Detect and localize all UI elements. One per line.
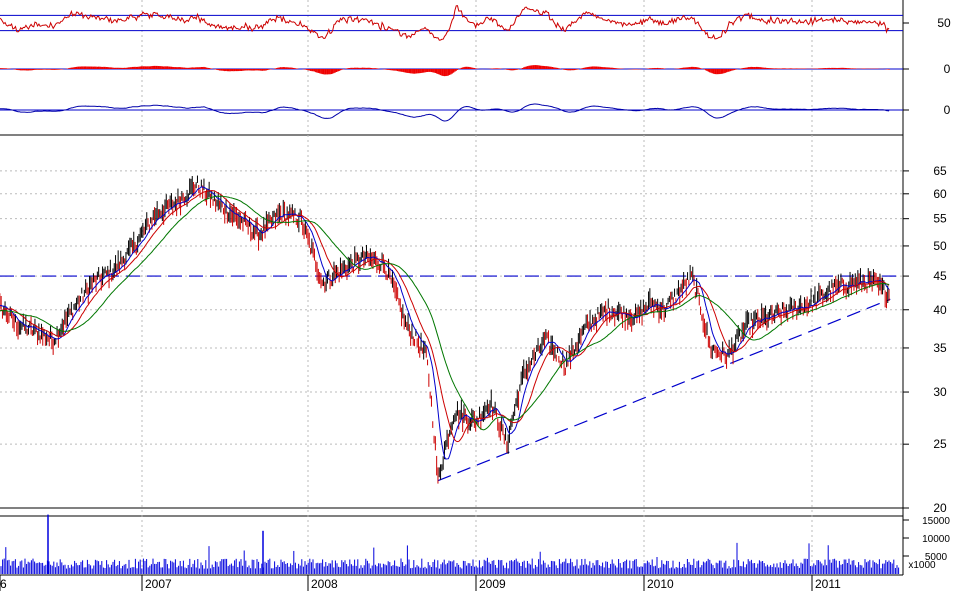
macd-tick-label: 0 [944, 62, 951, 76]
osc-tick-label: 0 [944, 103, 951, 117]
oscillator-panel [0, 103, 903, 122]
ma-mid-line [0, 189, 890, 443]
x-tick-label: 2010 [647, 577, 674, 591]
x-tick-label: 2008 [311, 577, 338, 591]
volume-unit-label: x1000 [908, 560, 936, 571]
price-tick-label: 40 [933, 303, 947, 317]
volume-tick-label: 10000 [922, 534, 950, 545]
osc-line [0, 103, 890, 122]
macd-panel [0, 65, 903, 77]
volume-panel [0, 514, 900, 574]
price-tick-label: 25 [933, 437, 947, 451]
price-tick-label: 55 [933, 212, 947, 226]
price-tick-label: 35 [933, 341, 947, 355]
rsi-line [0, 5, 890, 41]
price-panel [0, 175, 903, 484]
rsi-panel [0, 5, 903, 41]
ma-long-line [0, 195, 890, 431]
x-tick-label: 2007 [145, 577, 172, 591]
price-tick-label: 20 [933, 501, 947, 515]
x-tick-label: 2011 [815, 577, 841, 591]
price-tick-label: 65 [933, 164, 947, 178]
volume-tick-label: 15000 [922, 516, 950, 527]
x-tick-label: 6 [0, 577, 7, 591]
gridlines [0, 0, 903, 575]
ma-short-line [0, 186, 890, 460]
axis-labels: 6 2007 2008 2009 2010 2011 20 25 30 35 40 45 50 55 60 6… [0, 16, 951, 591]
rsi-tick-label: 50 [937, 16, 951, 30]
price-tick-label: 45 [933, 269, 947, 283]
support-trendline [437, 298, 891, 482]
price-tick-label: 60 [933, 187, 947, 201]
x-tick-label: 2009 [479, 577, 506, 591]
price-tick-label: 50 [933, 239, 947, 253]
volume-tick-label: 5000 [925, 552, 948, 563]
price-tick-label: 30 [933, 385, 947, 399]
